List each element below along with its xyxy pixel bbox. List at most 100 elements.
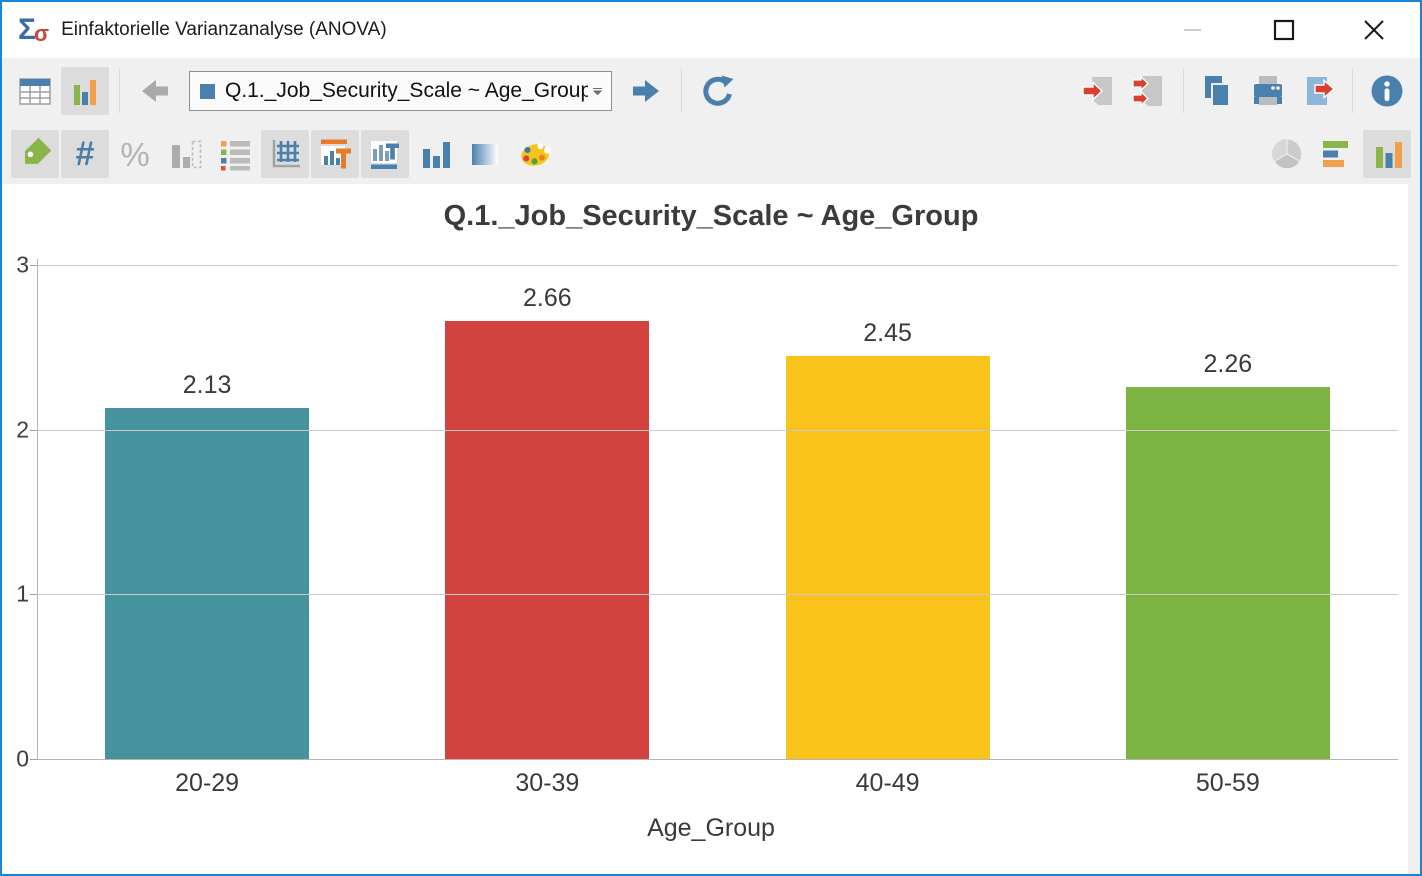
- export-to-doc-icon: [1082, 77, 1112, 105]
- export-to-doc-button[interactable]: [1075, 67, 1123, 115]
- bar-band: 2.45: [718, 265, 1058, 759]
- chart-scrollbar-track[interactable]: [1408, 184, 1420, 874]
- export-image-button[interactable]: [1294, 67, 1342, 115]
- axis-title-button[interactable]: [361, 130, 409, 178]
- export-all-to-doc-button[interactable]: [1125, 67, 1173, 115]
- legend-icon: [221, 141, 250, 171]
- gridline: [37, 594, 1398, 596]
- bar-50-59: 2.26: [1125, 350, 1330, 759]
- grid-icon: [272, 140, 300, 168]
- back-arrow-icon: [142, 80, 168, 102]
- palette-button[interactable]: [511, 130, 559, 178]
- minimize-button[interactable]: [1181, 17, 1207, 43]
- info-icon: [1371, 75, 1403, 107]
- x-axis-title: Age_Group: [647, 814, 775, 842]
- minimize-icon: [1184, 29, 1201, 31]
- percent-icon: %: [120, 135, 150, 173]
- bar-20-29: 2.13: [105, 371, 310, 759]
- chevron-down-icon: [592, 88, 603, 95]
- refresh-icon: [703, 75, 734, 106]
- toolbar-separator: [1352, 69, 1353, 113]
- back-button[interactable]: [130, 67, 178, 115]
- toolbar-separator: [1183, 69, 1184, 113]
- app-logo-icon: Σ σ: [18, 15, 49, 45]
- bar-value-label: 2.13: [182, 371, 232, 400]
- sigma-small: σ: [34, 21, 50, 46]
- y-tick-label: 3: [16, 251, 29, 278]
- maximize-button[interactable]: [1271, 17, 1297, 43]
- percent-button[interactable]: %: [111, 130, 159, 178]
- grid-button[interactable]: [261, 130, 309, 178]
- pie-chart-icon: [1272, 138, 1303, 170]
- toolbar-primary: Q.1._Job_Security_Scale ~ Age_Group: [2, 58, 1420, 124]
- plot-inner: 2.13 2.66 2.45 2.26 3 2 1 0: [16, 252, 1398, 772]
- bar-band: 2.13: [37, 265, 377, 759]
- toolbar-secondary: # %: [2, 124, 1420, 184]
- x-tick-label: 50-59: [1195, 769, 1260, 797]
- refresh-button[interactable]: [692, 67, 740, 115]
- table-icon: [19, 78, 51, 105]
- toolbar-separator: [681, 69, 682, 113]
- bars-layer: 2.13 2.66 2.45 2.26: [37, 265, 1398, 759]
- decimals-button[interactable]: #: [61, 130, 109, 178]
- close-icon: [1364, 20, 1384, 40]
- plot-area: 2.13 2.66 2.45 2.26 3 2 1 0: [16, 252, 1398, 772]
- table-view-button[interactable]: [11, 67, 59, 115]
- x-tick-label: 40-49: [855, 769, 920, 797]
- copy-button[interactable]: [1194, 67, 1242, 115]
- forward-button[interactable]: [623, 67, 671, 115]
- gradient-icon: [472, 144, 498, 165]
- bar-band: 2.26: [1058, 265, 1398, 759]
- axis-title-icon: [371, 141, 399, 169]
- close-button[interactable]: [1361, 17, 1387, 43]
- palette-icon: [521, 143, 552, 166]
- info-button[interactable]: [1363, 67, 1411, 115]
- y-axis-tick: [30, 265, 37, 266]
- chart-view-button[interactable]: [61, 67, 109, 115]
- maximize-icon: [1273, 19, 1295, 41]
- y-axis-tick: [30, 759, 37, 760]
- window-controls: [1181, 17, 1387, 43]
- chart-area: Q.1._Job_Security_Scale ~ Age_Group 2.13…: [2, 184, 1420, 874]
- bar-width-button[interactable]: [411, 130, 459, 178]
- labels-button[interactable]: [11, 130, 59, 178]
- export-all-to-doc-icon: [1132, 75, 1162, 107]
- analysis-selector-value: Q.1._Job_Security_Scale ~ Age_Group: [225, 79, 588, 102]
- x-tick-labels: 20-29 30-39 40-49 50-59: [37, 769, 1398, 798]
- tag-icon: [25, 137, 52, 164]
- y-tick-label: 0: [16, 745, 29, 772]
- gradient-button[interactable]: [461, 130, 509, 178]
- print-button[interactable]: [1244, 67, 1292, 115]
- legend-button[interactable]: [211, 130, 259, 178]
- y-axis-line: [37, 259, 38, 759]
- export-image-icon: [1307, 77, 1336, 105]
- chart-title-icon: [321, 139, 351, 169]
- x-axis-line: [37, 759, 1398, 760]
- value-display-button[interactable]: [161, 130, 209, 178]
- bar-band: 2.66: [377, 265, 717, 759]
- chart-type-pie-button[interactable]: [1263, 130, 1311, 178]
- chart-title-button[interactable]: [311, 130, 359, 178]
- bar-value-label: 2.45: [863, 318, 912, 347]
- print-icon: [1254, 76, 1282, 105]
- chart-type-hbar-button[interactable]: [1313, 130, 1361, 178]
- horizontal-bar-icon: [1323, 141, 1348, 167]
- blue-bars-icon: [423, 142, 450, 168]
- analysis-selector[interactable]: Q.1._Job_Security_Scale ~ Age_Group: [189, 71, 612, 111]
- hash-icon: #: [75, 135, 95, 173]
- window-title: Einfaktorielle Varianzanalyse (ANOVA): [61, 19, 387, 40]
- y-axis-tick: [30, 594, 37, 596]
- toolbar-separator: [119, 69, 120, 113]
- chart-type-vbar-button[interactable]: [1363, 130, 1411, 178]
- bar-40-49: 2.45: [785, 319, 990, 759]
- chart-title: Q.1._Job_Security_Scale ~ Age_Group: [443, 200, 979, 232]
- bar-chart-icon: [74, 80, 96, 105]
- x-tick-label: 20-29: [175, 769, 240, 797]
- variable-icon: [200, 83, 215, 99]
- forward-arrow-icon: [633, 80, 659, 102]
- x-tick-label: 30-39: [515, 769, 580, 797]
- value-bars-icon: [172, 140, 202, 169]
- y-axis-tick: [30, 429, 37, 431]
- gridline: [37, 265, 1398, 266]
- y-tick-label: 2: [16, 416, 29, 443]
